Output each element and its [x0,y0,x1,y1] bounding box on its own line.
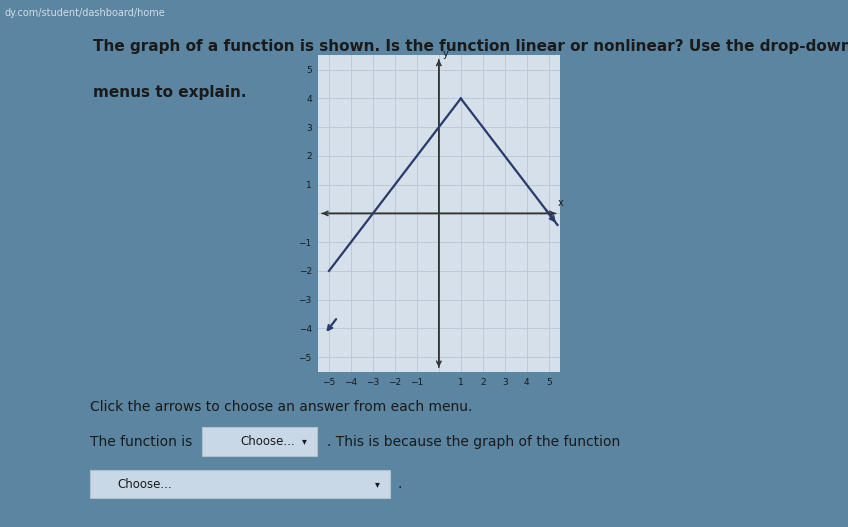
Text: x: x [558,198,564,208]
FancyBboxPatch shape [90,470,390,499]
Text: menus to explain.: menus to explain. [93,85,247,100]
Text: .: . [398,477,402,491]
Text: ▾: ▾ [376,479,380,489]
Text: Choose...: Choose... [118,477,172,491]
Text: . This is because the graph of the function: . This is because the graph of the funct… [327,435,621,448]
Text: ▾: ▾ [302,436,307,446]
Text: The graph of a function is shown. Is the function linear or nonlinear? Use the d: The graph of a function is shown. Is the… [93,39,848,54]
FancyBboxPatch shape [202,427,317,456]
Text: y: y [443,49,449,59]
Text: dy.com/student/dashboard/home: dy.com/student/dashboard/home [4,8,165,18]
Text: Choose...: Choose... [240,435,294,448]
Text: The function is: The function is [90,435,192,448]
Text: Click the arrows to choose an answer from each menu.: Click the arrows to choose an answer fro… [90,401,472,414]
